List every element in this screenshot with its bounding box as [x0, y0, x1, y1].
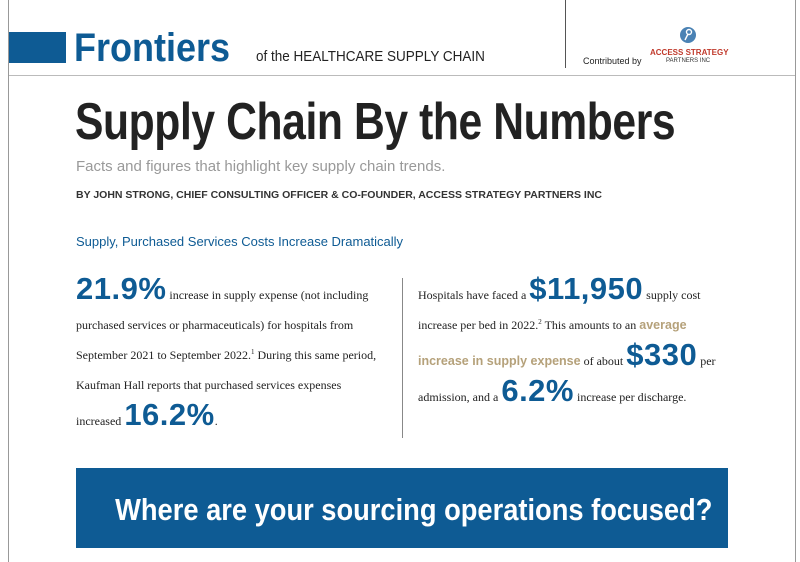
page-border-right	[795, 0, 796, 562]
stat: $11,950	[529, 271, 644, 306]
right-column: Hospitals have faced a $11,950 supply co…	[418, 271, 733, 412]
text: increase in supply expense (not includin…	[76, 288, 369, 362]
contributed-by: Contributed by	[583, 56, 642, 66]
text: supply cost increase per bed in 2022.	[418, 288, 701, 332]
stat: 16.2%	[124, 397, 215, 432]
logo-line1: ACCESS STRATEGY	[650, 48, 729, 57]
header-rule	[9, 75, 795, 76]
text: Hospitals have faced a	[418, 288, 527, 302]
text: increase per discharge.	[577, 390, 687, 404]
text: .	[214, 414, 218, 428]
header-bar	[9, 32, 66, 63]
footnote: 1	[250, 348, 255, 356]
title: Supply Chain By the Numbers	[75, 93, 676, 151]
footnote: 2	[538, 318, 542, 326]
banner-text: Where are your sourcing operations focus…	[115, 492, 713, 527]
text: of about	[583, 354, 624, 368]
logo-key	[685, 28, 693, 36]
banner: Where are your sourcing operations focus…	[76, 468, 728, 548]
brand-sub: of the HEALTHCARE SUPPLY CHAIN	[256, 48, 485, 65]
left-column: 21.9% increase in supply expense (not in…	[76, 271, 386, 436]
header-divider	[565, 0, 566, 68]
text: per admission, and a	[418, 354, 716, 404]
logo-line2: PARTNERS INC	[666, 58, 711, 64]
stat: 21.9%	[76, 271, 167, 306]
brand: Frontiers	[74, 26, 231, 70]
text: This amounts to an	[544, 318, 637, 332]
section-heading: Supply, Purchased Services Costs Increas…	[76, 234, 404, 249]
stat: $330	[626, 337, 698, 372]
page-border-left	[8, 0, 9, 562]
logo-key-stem	[684, 33, 689, 41]
column-divider	[402, 278, 403, 438]
subtitle: Facts and figures that highlight key sup…	[76, 158, 446, 175]
logo-icon	[680, 27, 696, 43]
text: During this same period, Kaufman Hall re…	[76, 348, 377, 428]
highlight: average increase in supply expense	[418, 318, 687, 368]
byline: BY JOHN STRONG, CHIEF CONSULTING OFFICER…	[76, 189, 602, 201]
stat: 6.2%	[501, 373, 574, 408]
